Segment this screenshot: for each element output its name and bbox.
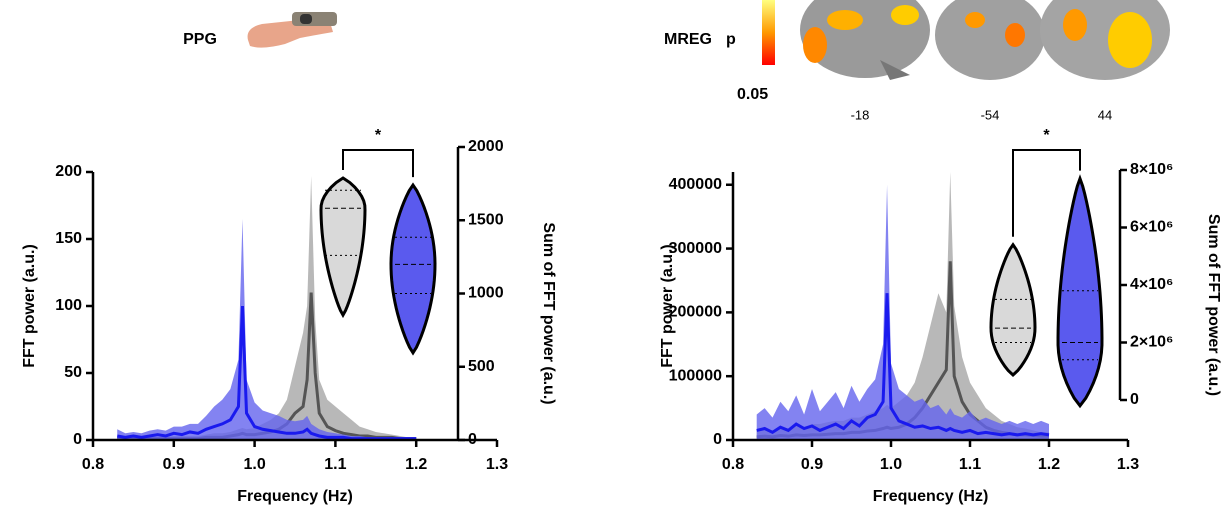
x-tick-label: 0.9: [801, 456, 823, 473]
p-colorbar: [762, 0, 775, 65]
x-tick-label: 1.2: [1038, 456, 1060, 473]
y2-axis-label: Sum of FFT power (a.u.): [1205, 214, 1222, 396]
x-tick-label: 0.8: [722, 456, 744, 473]
panel-title: MREG: [664, 31, 712, 48]
brain-slices: [800, 0, 1170, 80]
p-value: 0.05: [737, 86, 768, 103]
mean-line: [116, 305, 417, 441]
band-area: [117, 176, 417, 440]
y2-tick-label: 2000: [468, 138, 504, 155]
significance-marker: *: [1043, 127, 1050, 144]
y2-tick-label: 1500: [468, 211, 504, 228]
y-tick-label: 0: [713, 431, 722, 448]
x-axis-label: Frequency (Hz): [873, 488, 989, 505]
x-tick-label: 1.3: [1117, 456, 1139, 473]
y2-tick-label: 4×10⁶: [1130, 276, 1173, 293]
y-tick-label: 100: [55, 297, 82, 314]
panel-title: PPG: [183, 31, 217, 48]
x-tick-label: 1.2: [405, 456, 427, 473]
mean-line: [756, 293, 1050, 437]
y-tick-label: 0: [73, 431, 82, 448]
slice-label: 44: [1098, 107, 1112, 122]
x-tick-label: 1.3: [486, 456, 508, 473]
significance-bracket: [342, 149, 414, 178]
x-tick-label: 1.0: [880, 456, 902, 473]
x-tick-label: 1.1: [324, 456, 346, 473]
y-tick-label: 100000: [669, 367, 722, 384]
y-tick-label: 200: [55, 163, 82, 180]
significance-marker: *: [375, 127, 382, 144]
x-tick-label: 1.1: [959, 456, 981, 473]
violin: [389, 182, 437, 356]
y2-tick-label: 8×10⁶: [1130, 161, 1173, 178]
y-tick-label: 50: [64, 364, 82, 381]
y2-axis-label: Sum of FFT power (a.u.): [540, 222, 557, 404]
y2-tick-label: 6×10⁶: [1130, 219, 1173, 236]
violin: [989, 242, 1037, 378]
band-area: [117, 218, 417, 440]
x-tick-label: 0.9: [163, 456, 185, 473]
y2-tick-label: 0: [468, 431, 477, 448]
y-tick-label: 400000: [669, 176, 722, 193]
y-axis-label: FFT power (a.u.): [21, 244, 38, 368]
slice-label: -54: [981, 107, 1000, 122]
y-tick-label: 150: [55, 230, 82, 247]
y2-tick-label: 1000: [468, 285, 504, 302]
significance-bracket: [1012, 149, 1081, 237]
x-axis-label: Frequency (Hz): [237, 488, 353, 505]
y2-tick-label: 0: [1130, 391, 1139, 408]
slice-label: -18: [851, 107, 870, 122]
violin: [1056, 174, 1104, 409]
x-tick-label: 0.8: [82, 456, 104, 473]
finger-sensor-icon: [247, 12, 337, 48]
y2-tick-label: 500: [468, 358, 495, 375]
y-axis-label: FFT power (a.u.): [659, 244, 676, 368]
p-label: p: [726, 31, 736, 48]
x-tick-label: 1.0: [243, 456, 265, 473]
y-tick-label: 200000: [669, 304, 722, 321]
band-area: [756, 184, 1049, 440]
y-tick-label: 300000: [669, 240, 722, 257]
violin: [319, 176, 367, 319]
y2-tick-label: 2×10⁶: [1130, 334, 1173, 351]
